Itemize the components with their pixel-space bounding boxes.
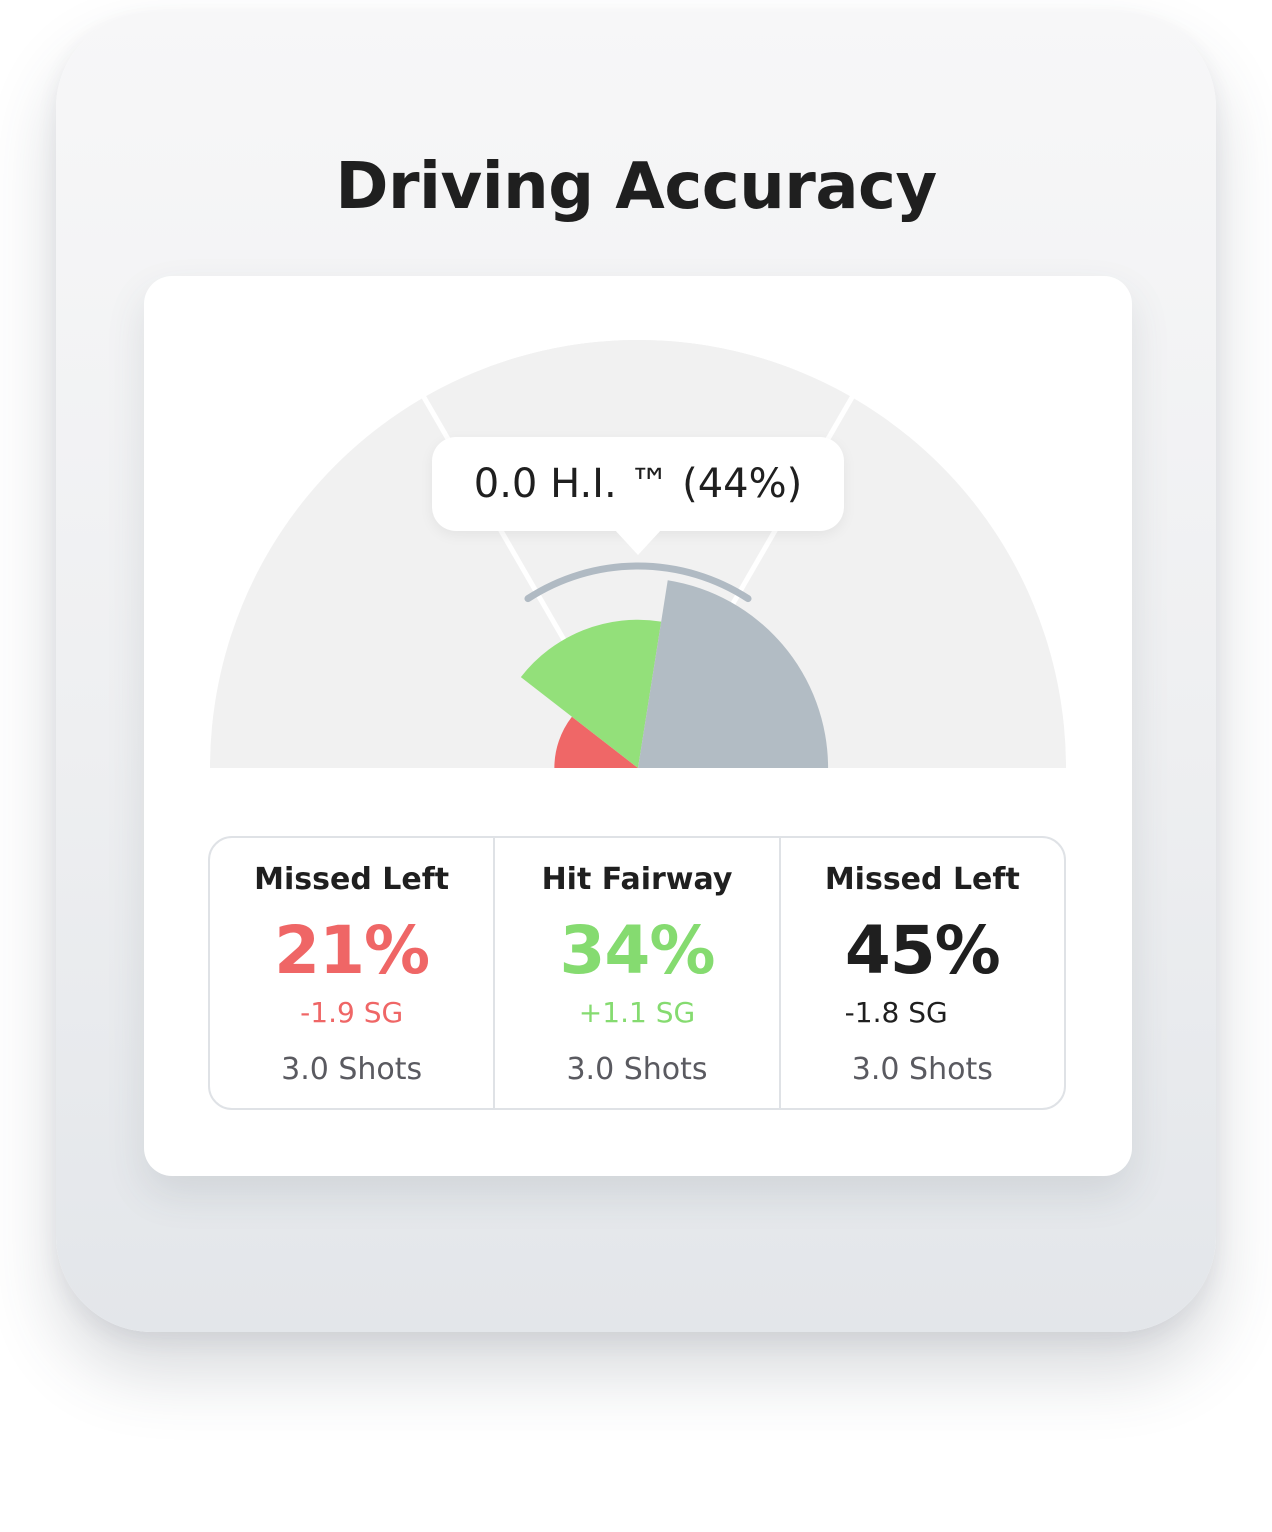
tooltip-pointer xyxy=(614,529,662,555)
dispersion-wedges xyxy=(520,580,829,768)
tooltip-text: 0.0 H.I. ™ (44%) xyxy=(473,461,803,507)
stat-percentage: 21% xyxy=(274,912,430,989)
stat-shots: 3.0 Shots xyxy=(281,1052,423,1087)
handicap-tooltip: 0.0 H.I. ™ (44%) xyxy=(432,437,844,531)
range-indicator-arc xyxy=(524,562,752,603)
stat-shots: 3.0 Shots xyxy=(851,1052,993,1087)
stat-strokes-gained: +1.1 SG xyxy=(578,996,696,1029)
stat-strokes-gained: -1.8 SG xyxy=(844,996,948,1029)
stats-table: Missed Left 21% -1.9 SG 3.0 Shots Hit Fa… xyxy=(208,836,1066,1110)
stat-hit-fairway: Hit Fairway 34% +1.1 SG 3.0 Shots xyxy=(493,838,778,1108)
stat-strokes-gained: -1.9 SG xyxy=(300,996,404,1029)
wedge-missed-right xyxy=(638,580,829,768)
wedge-hit-fairway xyxy=(520,619,662,768)
stat-missed-right: Missed Left 45% -1.8 SG 3.0 Shots xyxy=(778,838,1064,1108)
stat-label: Missed Left xyxy=(824,862,1020,897)
stat-label: Hit Fairway xyxy=(541,862,733,897)
card-title: Driving Accuracy xyxy=(335,150,937,224)
wedge-missed-left xyxy=(554,716,638,768)
stat-percentage: 45% xyxy=(844,912,1001,989)
stat-missed-left: Missed Left 21% -1.9 SG 3.0 Shots xyxy=(210,838,493,1108)
stat-percentage: 34% xyxy=(559,912,716,989)
stat-shots: 3.0 Shots xyxy=(566,1052,708,1087)
stat-label: Missed Left xyxy=(254,862,450,897)
